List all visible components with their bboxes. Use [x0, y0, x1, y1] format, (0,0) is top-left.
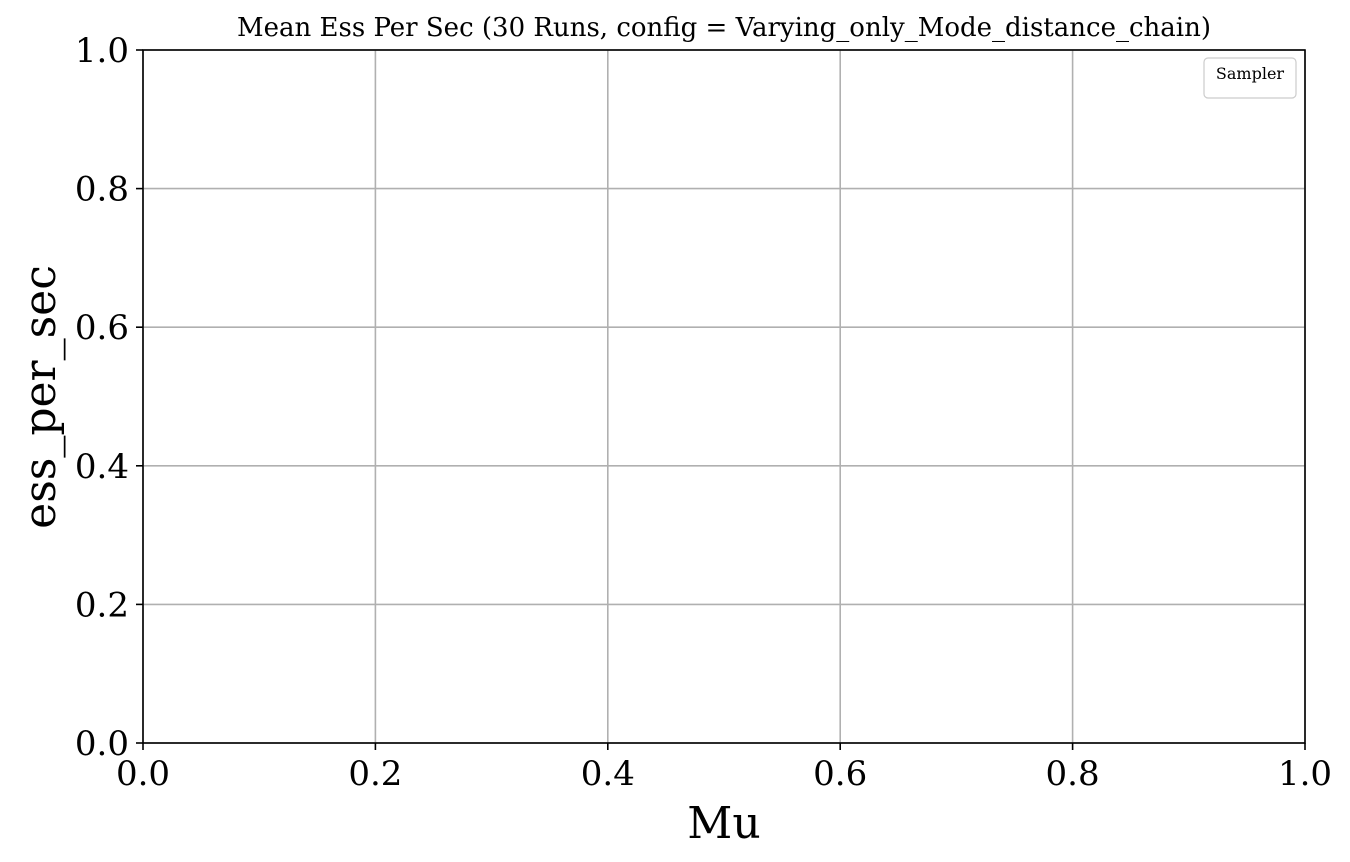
axes-frame [142, 49, 1306, 744]
plot-background [143, 50, 1305, 743]
x-tick-label: 1.0 [1278, 754, 1332, 794]
y-tick-label: 0.4 [75, 447, 129, 487]
x-tick-label: 0.0 [116, 754, 170, 794]
legend-title: Sampler [1216, 64, 1285, 83]
y-tick-label: 0.2 [75, 585, 129, 625]
y-tick-label: 1.0 [75, 31, 129, 71]
x-tick-label: 0.4 [581, 754, 635, 794]
legend: Sampler [1203, 57, 1297, 99]
plot-area: 0.0 0.2 0.4 0.6 0.8 1.0 0.0 0.2 0.4 0.6 0.8 1.0 [75, 31, 1332, 794]
y-tick-label: 0.8 [75, 170, 129, 210]
x-axis-label: Mu [687, 798, 760, 849]
legend-box [1203, 57, 1297, 99]
y-axis-ticks: 0.0 0.2 0.4 0.6 0.8 1.0 [75, 31, 143, 764]
y-tick-label: 0.6 [75, 308, 129, 348]
y-tick-label: 0.0 [75, 724, 129, 764]
chart-title: Mean Ess Per Sec (30 Runs, config = Vary… [237, 13, 1211, 43]
x-tick-label: 0.6 [813, 754, 867, 794]
y-axis-label: ess_per_sec [15, 265, 66, 529]
x-tick-label: 0.8 [1046, 754, 1100, 794]
x-tick-label: 0.2 [348, 754, 402, 794]
x-axis-ticks: 0.0 0.2 0.4 0.6 0.8 1.0 [116, 743, 1332, 794]
